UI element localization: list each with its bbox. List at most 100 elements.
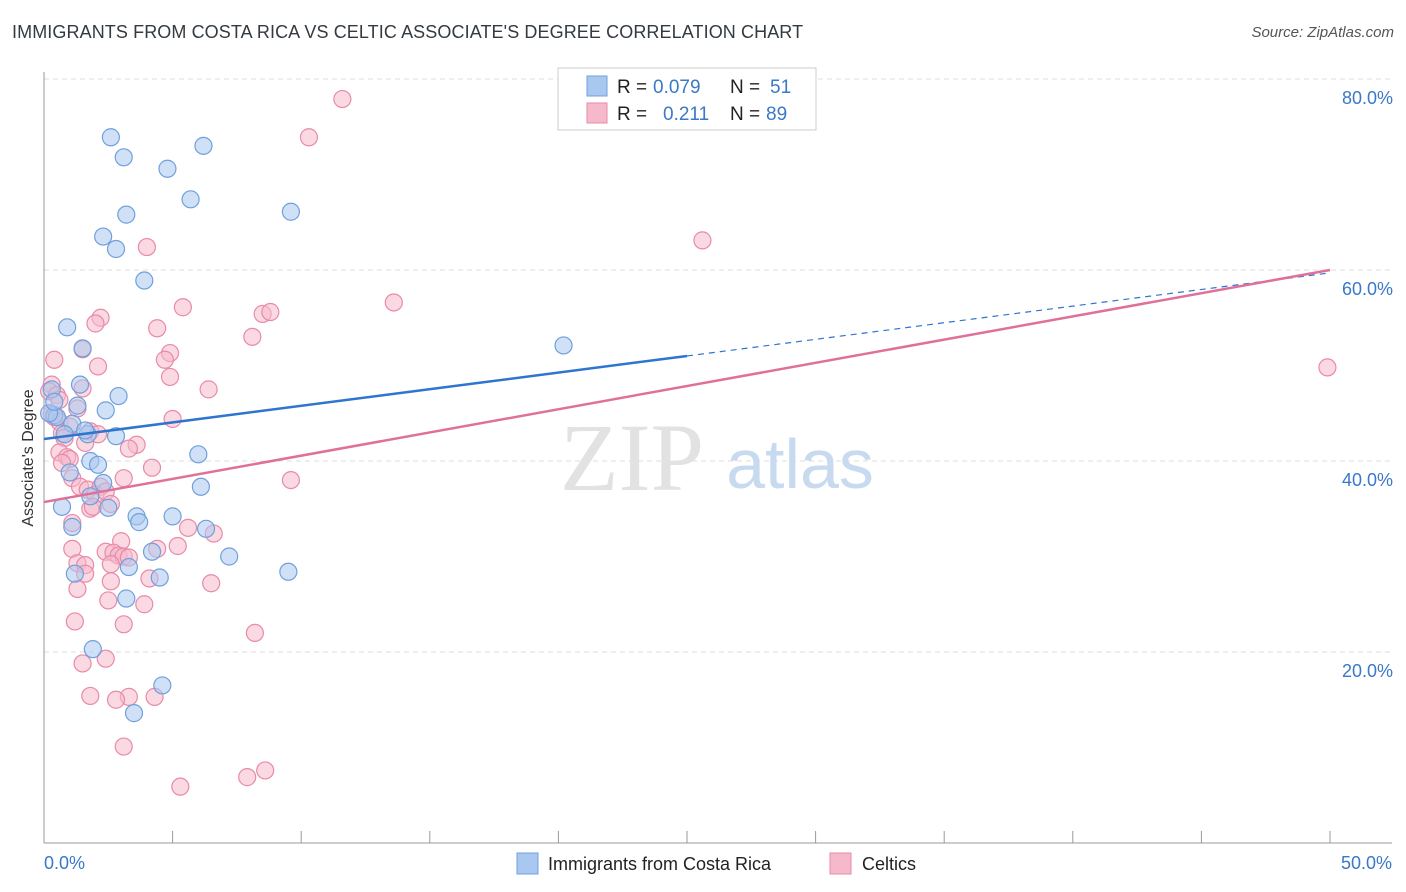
data-point-costa-rica <box>63 517 82 536</box>
source-credit[interactable]: Source: ZipAtlas.com <box>1251 24 1394 41</box>
series-legend: Immigrants from Costa Rica Celtics <box>516 852 916 875</box>
data-point-celtics <box>96 649 115 668</box>
data-point-costa-rica <box>96 401 115 420</box>
data-point-celtics <box>101 555 120 574</box>
data-point-celtics <box>114 615 133 634</box>
data-point-celtics <box>45 350 64 369</box>
data-point-celtics <box>1318 358 1337 377</box>
bottom-legend-swatch-celtics <box>829 852 852 875</box>
legend-n-label-2: N = <box>730 104 760 125</box>
trend-lines <box>43 268 1331 504</box>
data-point-celtics <box>168 536 187 556</box>
data-point-celtics <box>243 327 262 346</box>
data-point-costa-rica <box>191 477 210 496</box>
data-point-costa-rica <box>150 568 169 587</box>
data-point-costa-rica <box>68 396 87 415</box>
bottom-legend-label-celtics[interactable]: Celtics <box>862 854 916 874</box>
data-point-costa-rica <box>135 271 154 290</box>
data-point-celtics <box>148 319 167 338</box>
data-point-costa-rica <box>73 339 92 358</box>
data-point-costa-rica <box>220 547 239 566</box>
data-point-costa-rica <box>163 507 182 526</box>
y-tick-label: 80.0% <box>1342 88 1393 108</box>
data-point-celtics <box>101 572 120 591</box>
data-point-celtics <box>86 314 105 333</box>
data-point-celtics <box>88 357 108 376</box>
legend-r-value-2: 0.211 <box>663 104 709 125</box>
data-point-costa-rica <box>101 128 120 147</box>
data-point-celtics <box>281 471 301 490</box>
chart-title: IMMIGRANTS FROM COSTA RICA VS CELTIC ASS… <box>12 22 804 42</box>
data-point-costa-rica <box>194 136 213 155</box>
watermark-atlas: atlas <box>726 425 874 503</box>
data-point-celtics <box>119 439 138 458</box>
data-point-costa-rica <box>117 589 136 608</box>
data-point-costa-rica <box>76 421 95 440</box>
data-point-costa-rica <box>60 463 79 482</box>
legend-r-value-1: 0.079 <box>653 77 701 98</box>
data-point-celtics <box>256 761 275 780</box>
data-point-celtics <box>106 690 126 709</box>
bottom-legend-swatch-costa-rica <box>516 852 539 875</box>
data-point-celtics <box>693 231 712 250</box>
data-point-celtics <box>135 595 154 614</box>
data-point-celtics <box>142 458 162 477</box>
x-tick-label-max: 50.0% <box>1341 853 1392 873</box>
data-point-costa-rica <box>279 562 298 581</box>
data-point-celtics <box>68 579 87 599</box>
data-point-costa-rica <box>130 513 149 532</box>
data-point-costa-rica <box>58 318 77 337</box>
data-point-costa-rica <box>189 445 208 464</box>
data-point-costa-rica <box>554 336 573 355</box>
y-tick-label: 60.0% <box>1342 279 1393 299</box>
data-point-celtics <box>202 574 221 593</box>
legend-swatch-costa-rica <box>586 75 608 97</box>
data-point-celtics <box>65 612 84 631</box>
data-point-costa-rica <box>94 227 113 246</box>
data-point-celtics <box>73 654 92 673</box>
data-point-celtics <box>238 768 257 787</box>
data-point-costa-rica <box>88 455 108 474</box>
legend-swatch-celtics <box>586 102 608 124</box>
x-axis-ticks <box>43 831 1331 843</box>
legend-n-label-1: N = <box>730 77 760 98</box>
stats-legend: R = 0.079 N = 51 R = 0.211 N = 89 <box>557 67 817 131</box>
data-point-costa-rica <box>106 427 126 446</box>
bottom-legend-label-costa-rica[interactable]: Immigrants from Costa Rica <box>548 854 772 874</box>
data-point-costa-rica <box>65 564 84 583</box>
data-point-celtics <box>155 350 174 369</box>
data-point-costa-rica <box>109 386 128 406</box>
data-point-celtics <box>199 380 218 399</box>
y-tick-labels: 20.0% 40.0% 60.0% 80.0% <box>1342 88 1393 681</box>
x-tick-label-min: 0.0% <box>44 853 85 873</box>
data-point-celtics <box>384 293 403 312</box>
data-point-costa-rica <box>45 392 64 411</box>
data-point-costa-rica <box>196 519 216 538</box>
data-point-costa-rica <box>142 542 162 561</box>
data-point-costa-rica <box>106 239 126 259</box>
trend-line-celtics <box>43 268 1331 504</box>
data-point-costa-rica <box>94 473 113 493</box>
data-point-celtics <box>160 367 180 387</box>
gridlines <box>44 78 1392 653</box>
data-point-celtics <box>178 518 198 537</box>
data-point-costa-rica <box>124 704 144 723</box>
data-point-costa-rica <box>181 190 200 209</box>
data-point-costa-rica <box>99 498 118 517</box>
data-point-costa-rica <box>153 676 172 695</box>
data-point-celtics <box>114 737 133 756</box>
legend-n-value-2: 89 <box>766 104 787 125</box>
data-point-costa-rica <box>114 148 133 167</box>
data-point-celtics <box>171 777 190 796</box>
y-tick-label: 40.0% <box>1342 470 1393 490</box>
data-point-costa-rica <box>281 202 301 221</box>
trend-line-costa-rica <box>43 354 688 441</box>
legend-n-value-1: 51 <box>770 77 791 98</box>
watermark-zip: ZIP <box>560 404 704 511</box>
data-point-costa-rica <box>119 557 138 577</box>
legend-r-label-1: R = <box>617 77 647 98</box>
data-point-celtics <box>333 89 352 109</box>
data-point-celtics <box>99 591 118 610</box>
y-tick-label: 20.0% <box>1342 661 1393 681</box>
